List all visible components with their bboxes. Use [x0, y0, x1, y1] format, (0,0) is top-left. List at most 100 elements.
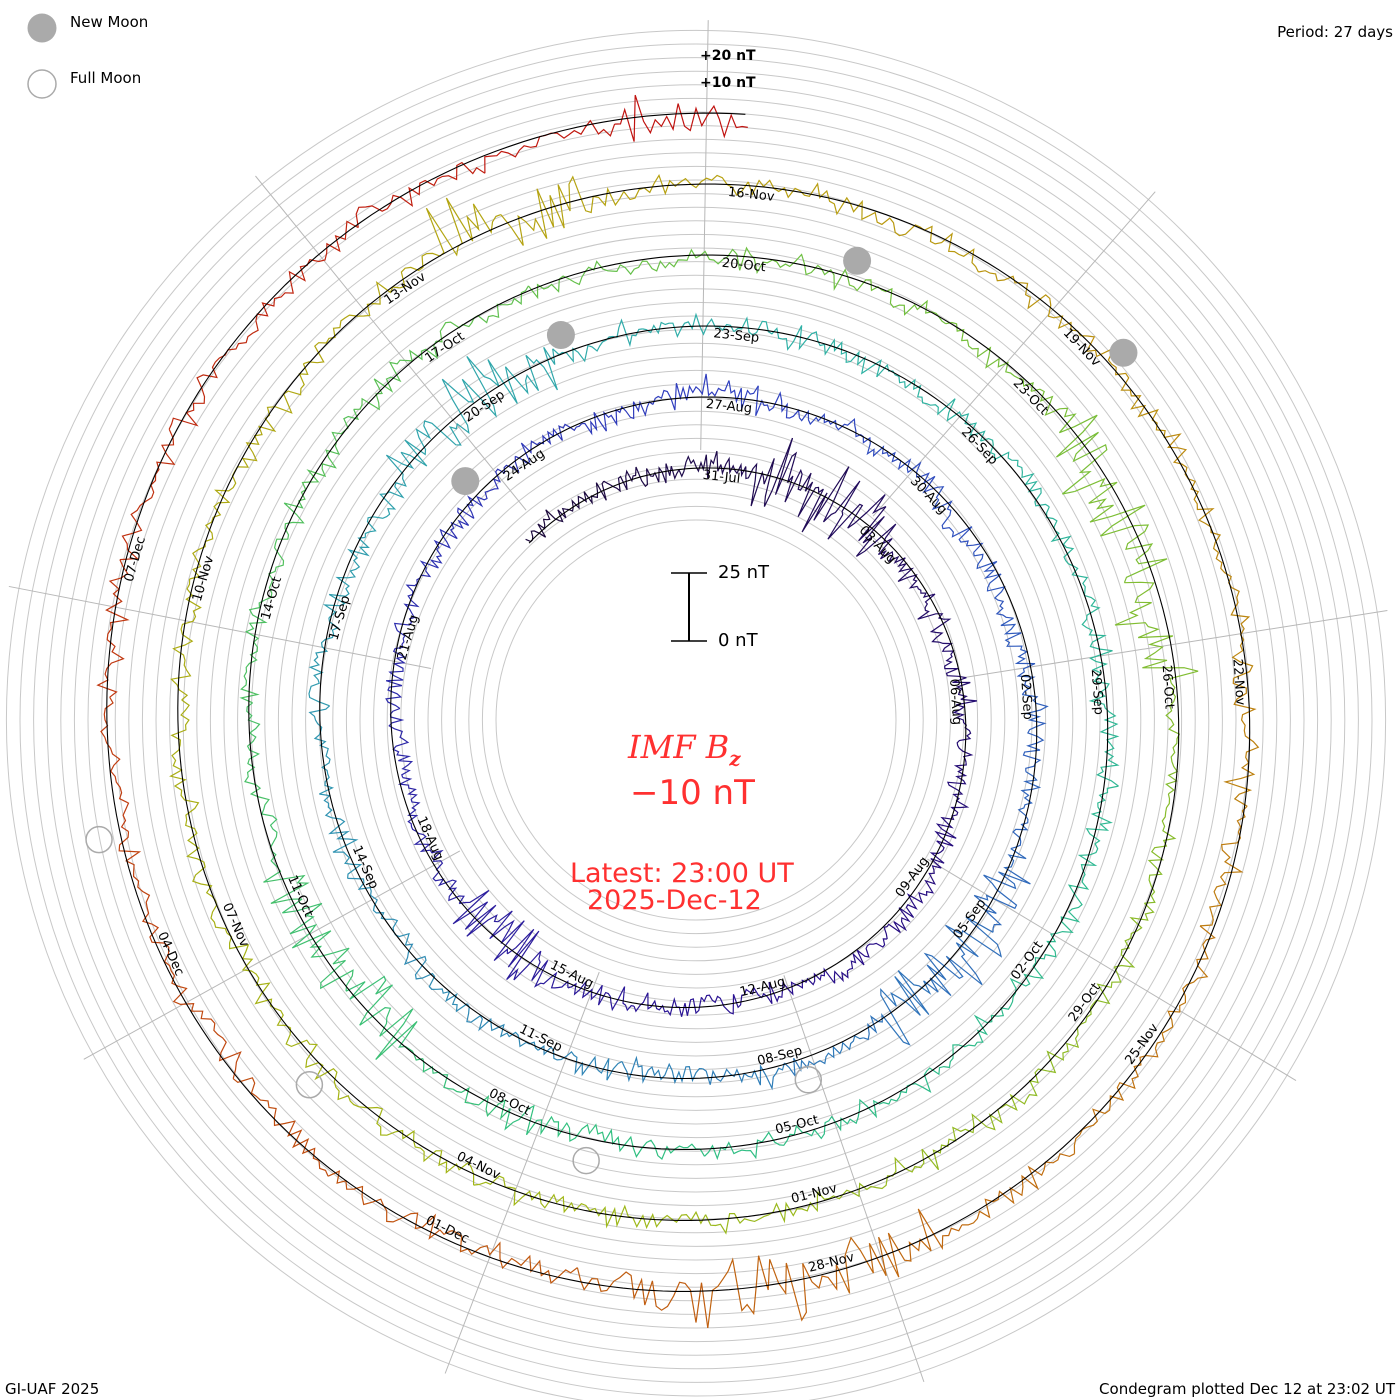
grid-ring [413, 437, 979, 1003]
bz-trace-segment [1223, 678, 1260, 807]
grid-ring [318, 342, 1074, 1098]
bz-trace-segment [353, 340, 439, 411]
grid-spoke [927, 858, 1297, 1081]
bz-trace-segment [940, 762, 970, 823]
bz-trace-segment [461, 346, 558, 418]
grid-ring [6, 30, 1386, 1400]
bz-trace-segment [527, 260, 635, 300]
bz-trace-segment [345, 975, 424, 1061]
date-label: 20-Oct [721, 256, 766, 276]
bz-trace-segment [1022, 694, 1049, 772]
chart-title-main: IMF B [628, 728, 730, 766]
bz-trace-segment [652, 373, 730, 411]
new-moon-marker [546, 321, 575, 350]
bz-trace-segment [739, 246, 849, 291]
grid-ring [182, 206, 1210, 1234]
scale-bottom-label: 0 nT [718, 630, 758, 651]
bz-trace-segment [355, 161, 486, 228]
bz-trace-segment [766, 967, 836, 1005]
grid-ring [60, 84, 1332, 1356]
bz-trace-segment [945, 321, 1034, 392]
bz-trace-segment [822, 480, 897, 557]
new-moon-legend-label: New Moon [70, 13, 149, 31]
bz-trace-segment [100, 696, 130, 833]
date-label: 01-Dec [423, 1213, 471, 1247]
bz-trace-segment [557, 480, 607, 523]
bz-trace-segment [1165, 682, 1181, 795]
bz-trace-segment [303, 280, 400, 365]
bz-trace-segment [466, 456, 520, 519]
bz-trace-segment [451, 1230, 578, 1285]
date-label: 27-Aug [705, 397, 753, 417]
bz-trace-segment [980, 437, 1050, 508]
full-moon-legend-icon [27, 69, 57, 99]
grid-ring [209, 233, 1183, 1207]
bz-trace-segment [525, 509, 560, 543]
grid-ring [237, 261, 1155, 1179]
bz-trace-segment [397, 777, 427, 845]
bz-trace-segment [642, 312, 735, 338]
bz-trace-segment [322, 536, 370, 619]
grid-ring [169, 193, 1223, 1247]
bz-trace-segment [705, 1191, 819, 1235]
bz-trace-segment [308, 705, 335, 795]
bz-trace-segment [422, 1058, 511, 1120]
bz-trace-segment [170, 578, 202, 701]
bz-trace-segment [226, 932, 292, 1035]
full-moon-marker [295, 1071, 324, 1099]
bz-trace-segment [466, 1003, 539, 1051]
grid-ring [73, 97, 1319, 1343]
bz-trace-segment [473, 1175, 591, 1214]
bz-trace-segment [164, 961, 242, 1079]
bz-trace-segment [589, 1204, 707, 1230]
bz-trace-segment [921, 1093, 1028, 1171]
date-label: 31-Jul [702, 468, 741, 487]
bz-trace [96, 94, 1260, 1328]
bz-trace-segment [189, 466, 238, 580]
plus20-label: +20 nT [700, 48, 756, 64]
bz-trace-segment [633, 992, 702, 1017]
new-moon-legend-icon [27, 13, 57, 43]
grid-ring [345, 369, 1047, 1071]
grid-spoke [8, 585, 432, 669]
bz-trace-segment [866, 443, 936, 494]
bz-trace-segment [621, 1055, 703, 1085]
bz-trace-segment [863, 970, 932, 1046]
grid-spoke [83, 850, 461, 1060]
full-moon-legend-label: Full Moon [70, 69, 142, 87]
bz-trace-segment [961, 1153, 1075, 1226]
grid-ring [386, 410, 1006, 1030]
bz-trace-segment [1163, 433, 1222, 553]
bz-trace-segment [264, 500, 305, 601]
bz-trace-segment [896, 1041, 978, 1102]
bz-trace-segment [514, 423, 583, 464]
bz-trace-segment [419, 507, 475, 572]
bz-trace-segment [552, 318, 643, 364]
grid-ring [46, 70, 1346, 1370]
bz-trace-segment [952, 698, 978, 763]
zero-baseline-spiral [106, 112, 1251, 1292]
bz-trace-segment [96, 559, 130, 698]
bz-trace-segment [798, 409, 871, 444]
grid-ring [454, 478, 938, 962]
bz-trace-segment [1114, 581, 1199, 684]
bz-trace-segment [400, 378, 475, 467]
scale-top-label: 25 nT [718, 562, 770, 583]
bz-trace-segment [506, 928, 569, 989]
bz-trace-segment [1026, 1003, 1094, 1100]
bz-trace-segment [1000, 617, 1036, 695]
grid-spoke [783, 975, 925, 1383]
bz-trace-segment [847, 276, 947, 325]
grid-spoke [962, 610, 1388, 679]
plus10-label: +10 nT [700, 75, 756, 91]
bz-trace-segment [1030, 388, 1108, 495]
chart-title-sub: z [729, 746, 741, 771]
plotted-timestamp: Condegram plotted Dec 12 at 23:02 UT [1099, 1380, 1395, 1398]
grid-spoke [872, 191, 1156, 517]
bz-trace-segment [614, 94, 748, 142]
bz-trace-segment [308, 617, 340, 707]
bz-trace-segment [978, 270, 1088, 337]
grid-spoke [444, 971, 600, 1374]
bz-trace-segment [1088, 687, 1120, 787]
bz-trace-segment [823, 338, 906, 389]
